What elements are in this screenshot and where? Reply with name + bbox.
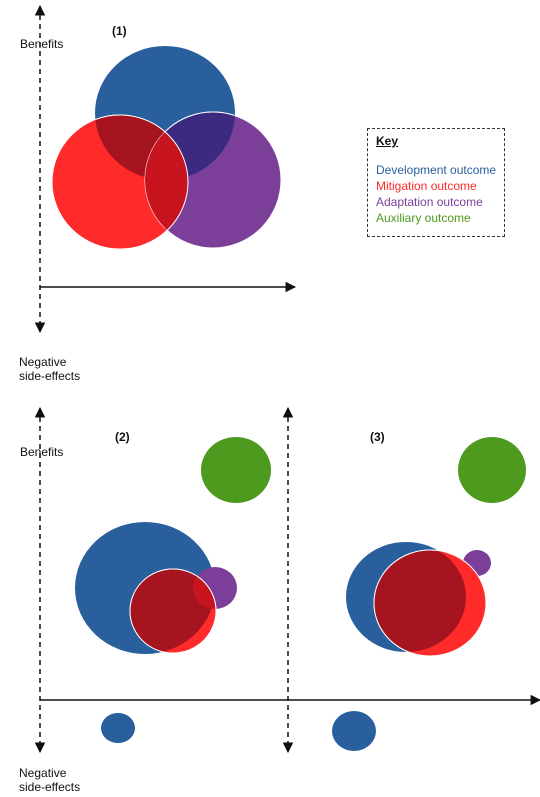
key-item-adaptation: Adaptation outcome [376,195,483,209]
key-item-auxiliary: Auxiliary outcome [376,211,471,225]
p2-mit-ada-overlap [193,568,217,609]
p2-benefits-label: Benefits [20,445,64,459]
p2-negative-development-circle [101,713,135,743]
p2-negative-label: Negative [19,766,67,780]
p3-negative-development-circle [332,711,376,751]
p1-side-effects-label: side-effects [19,369,81,383]
p2-auxiliary-circle [201,437,271,503]
p1-benefits-label: Benefits [20,37,64,51]
p1-dev-ada-overlap [144,111,235,180]
panel-1-label: (1) [112,24,127,38]
key-title: Key [376,134,399,148]
panel-2-label: (2) [115,430,130,444]
panel-3-label: (3) [370,430,385,444]
p3-auxiliary-circle [458,437,526,503]
p1-negative-label: Negative [19,355,67,369]
key-item-development: Development outcome [376,163,497,177]
key-legend: Key Development outcome Mitigation outco… [367,128,505,237]
p2-side-effects-label: side-effects [19,780,81,794]
key-item-mitigation: Mitigation outcome [376,179,477,193]
